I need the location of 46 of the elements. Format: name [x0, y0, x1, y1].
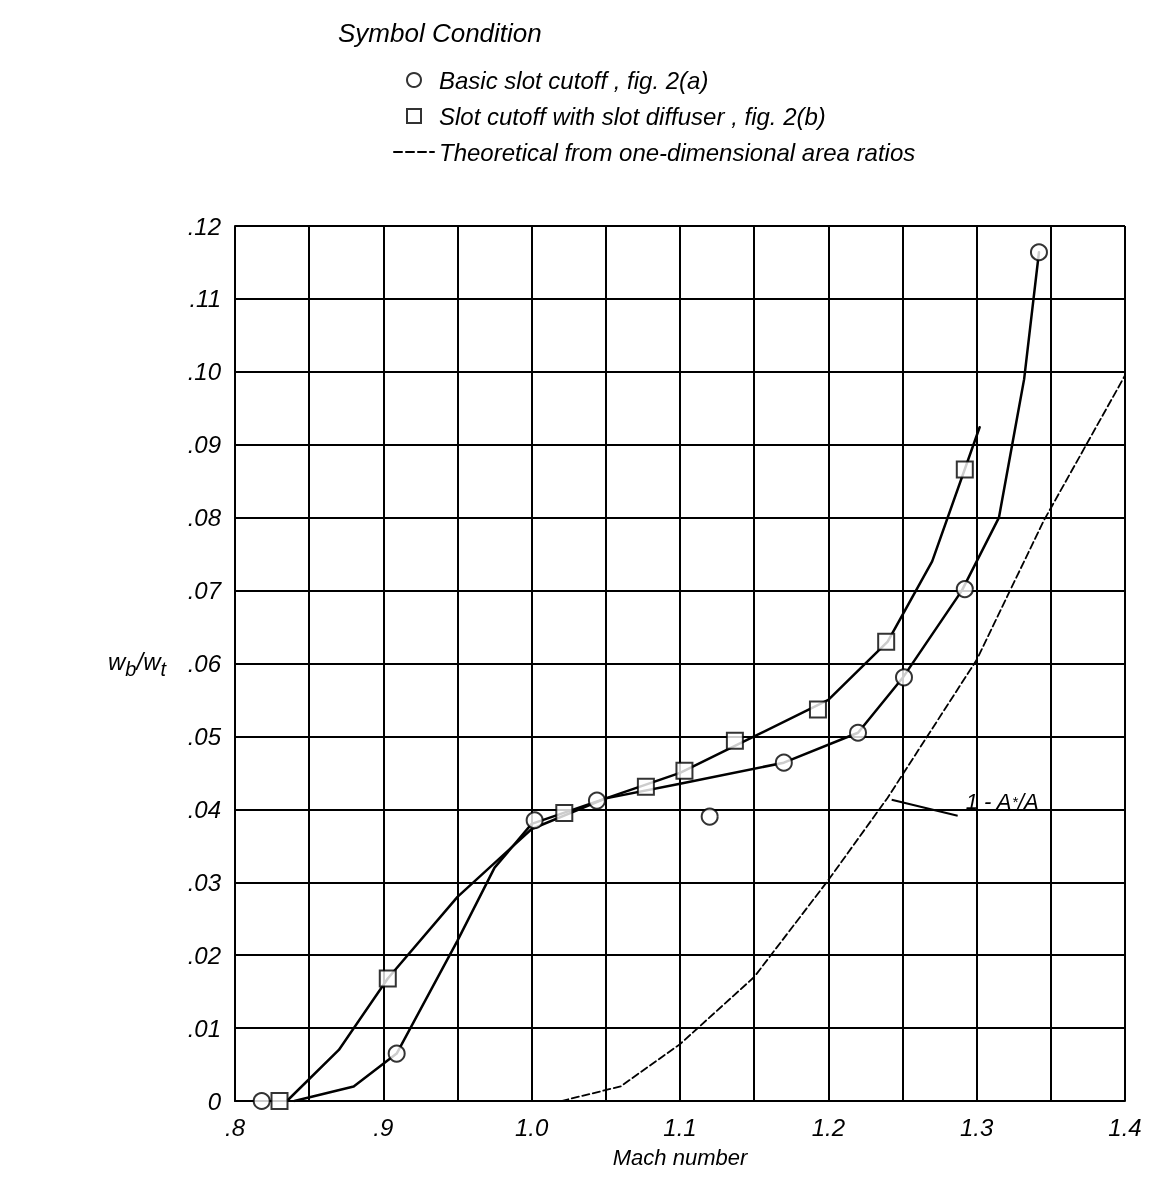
y-tick-label: .07	[187, 577, 223, 605]
legend-label: Slot cutoff with slot diffuser , fig. 2(b)	[439, 102, 826, 130]
point	[555, 803, 574, 822]
y-tick-label: .05	[187, 722, 222, 750]
point	[270, 1092, 289, 1110]
x-tick-label: .8	[224, 1113, 246, 1141]
point	[877, 632, 896, 651]
y-axis-title: w$_{b}$/w$_{t}$	[108, 648, 167, 681]
point	[525, 811, 544, 830]
point	[725, 731, 744, 750]
y-tick-label: .09	[187, 431, 221, 459]
point	[955, 580, 974, 599]
point	[700, 807, 719, 826]
point	[636, 777, 655, 796]
y-tick-label: .08	[187, 504, 222, 532]
y-tick-label: 0	[207, 1087, 222, 1115]
x-tick-label: 1.4	[1108, 1113, 1142, 1141]
x-tick-label: .9	[373, 1113, 394, 1141]
annotation: 1 - A*/A	[965, 789, 1039, 815]
point	[387, 1044, 406, 1063]
y-tick-label: .12	[187, 212, 221, 240]
point	[895, 668, 913, 687]
x-tick-label: 1.1	[663, 1113, 697, 1141]
y-tick-label: .11	[189, 285, 221, 313]
x-tick-label: 1.3	[959, 1113, 994, 1141]
y-tick-label: .04	[187, 795, 221, 823]
point	[808, 700, 827, 719]
point	[774, 753, 793, 772]
point	[955, 460, 974, 479]
point	[587, 791, 606, 810]
x-tick-label: 1.0	[514, 1113, 549, 1141]
y-tick-label: .10	[187, 358, 222, 386]
y-tick-label: .02	[187, 941, 221, 969]
point	[849, 723, 867, 742]
legend-title: Symbol Condition	[338, 18, 542, 48]
x-axis-title: Mach number	[612, 1144, 749, 1170]
y-tick-label: .01	[187, 1014, 221, 1042]
point	[1029, 243, 1048, 262]
legend-label: Basic slot cutoff , fig. 2(a)	[439, 66, 709, 94]
point	[675, 761, 694, 780]
point	[252, 1092, 271, 1110]
x-tick-label: 1.2	[811, 1113, 846, 1141]
y-tick-label: .06	[187, 650, 222, 677]
point	[378, 969, 397, 988]
y-tick-label: .03	[187, 868, 222, 896]
legend-label: Theoretical from one-dimensional area ratios	[439, 138, 916, 166]
